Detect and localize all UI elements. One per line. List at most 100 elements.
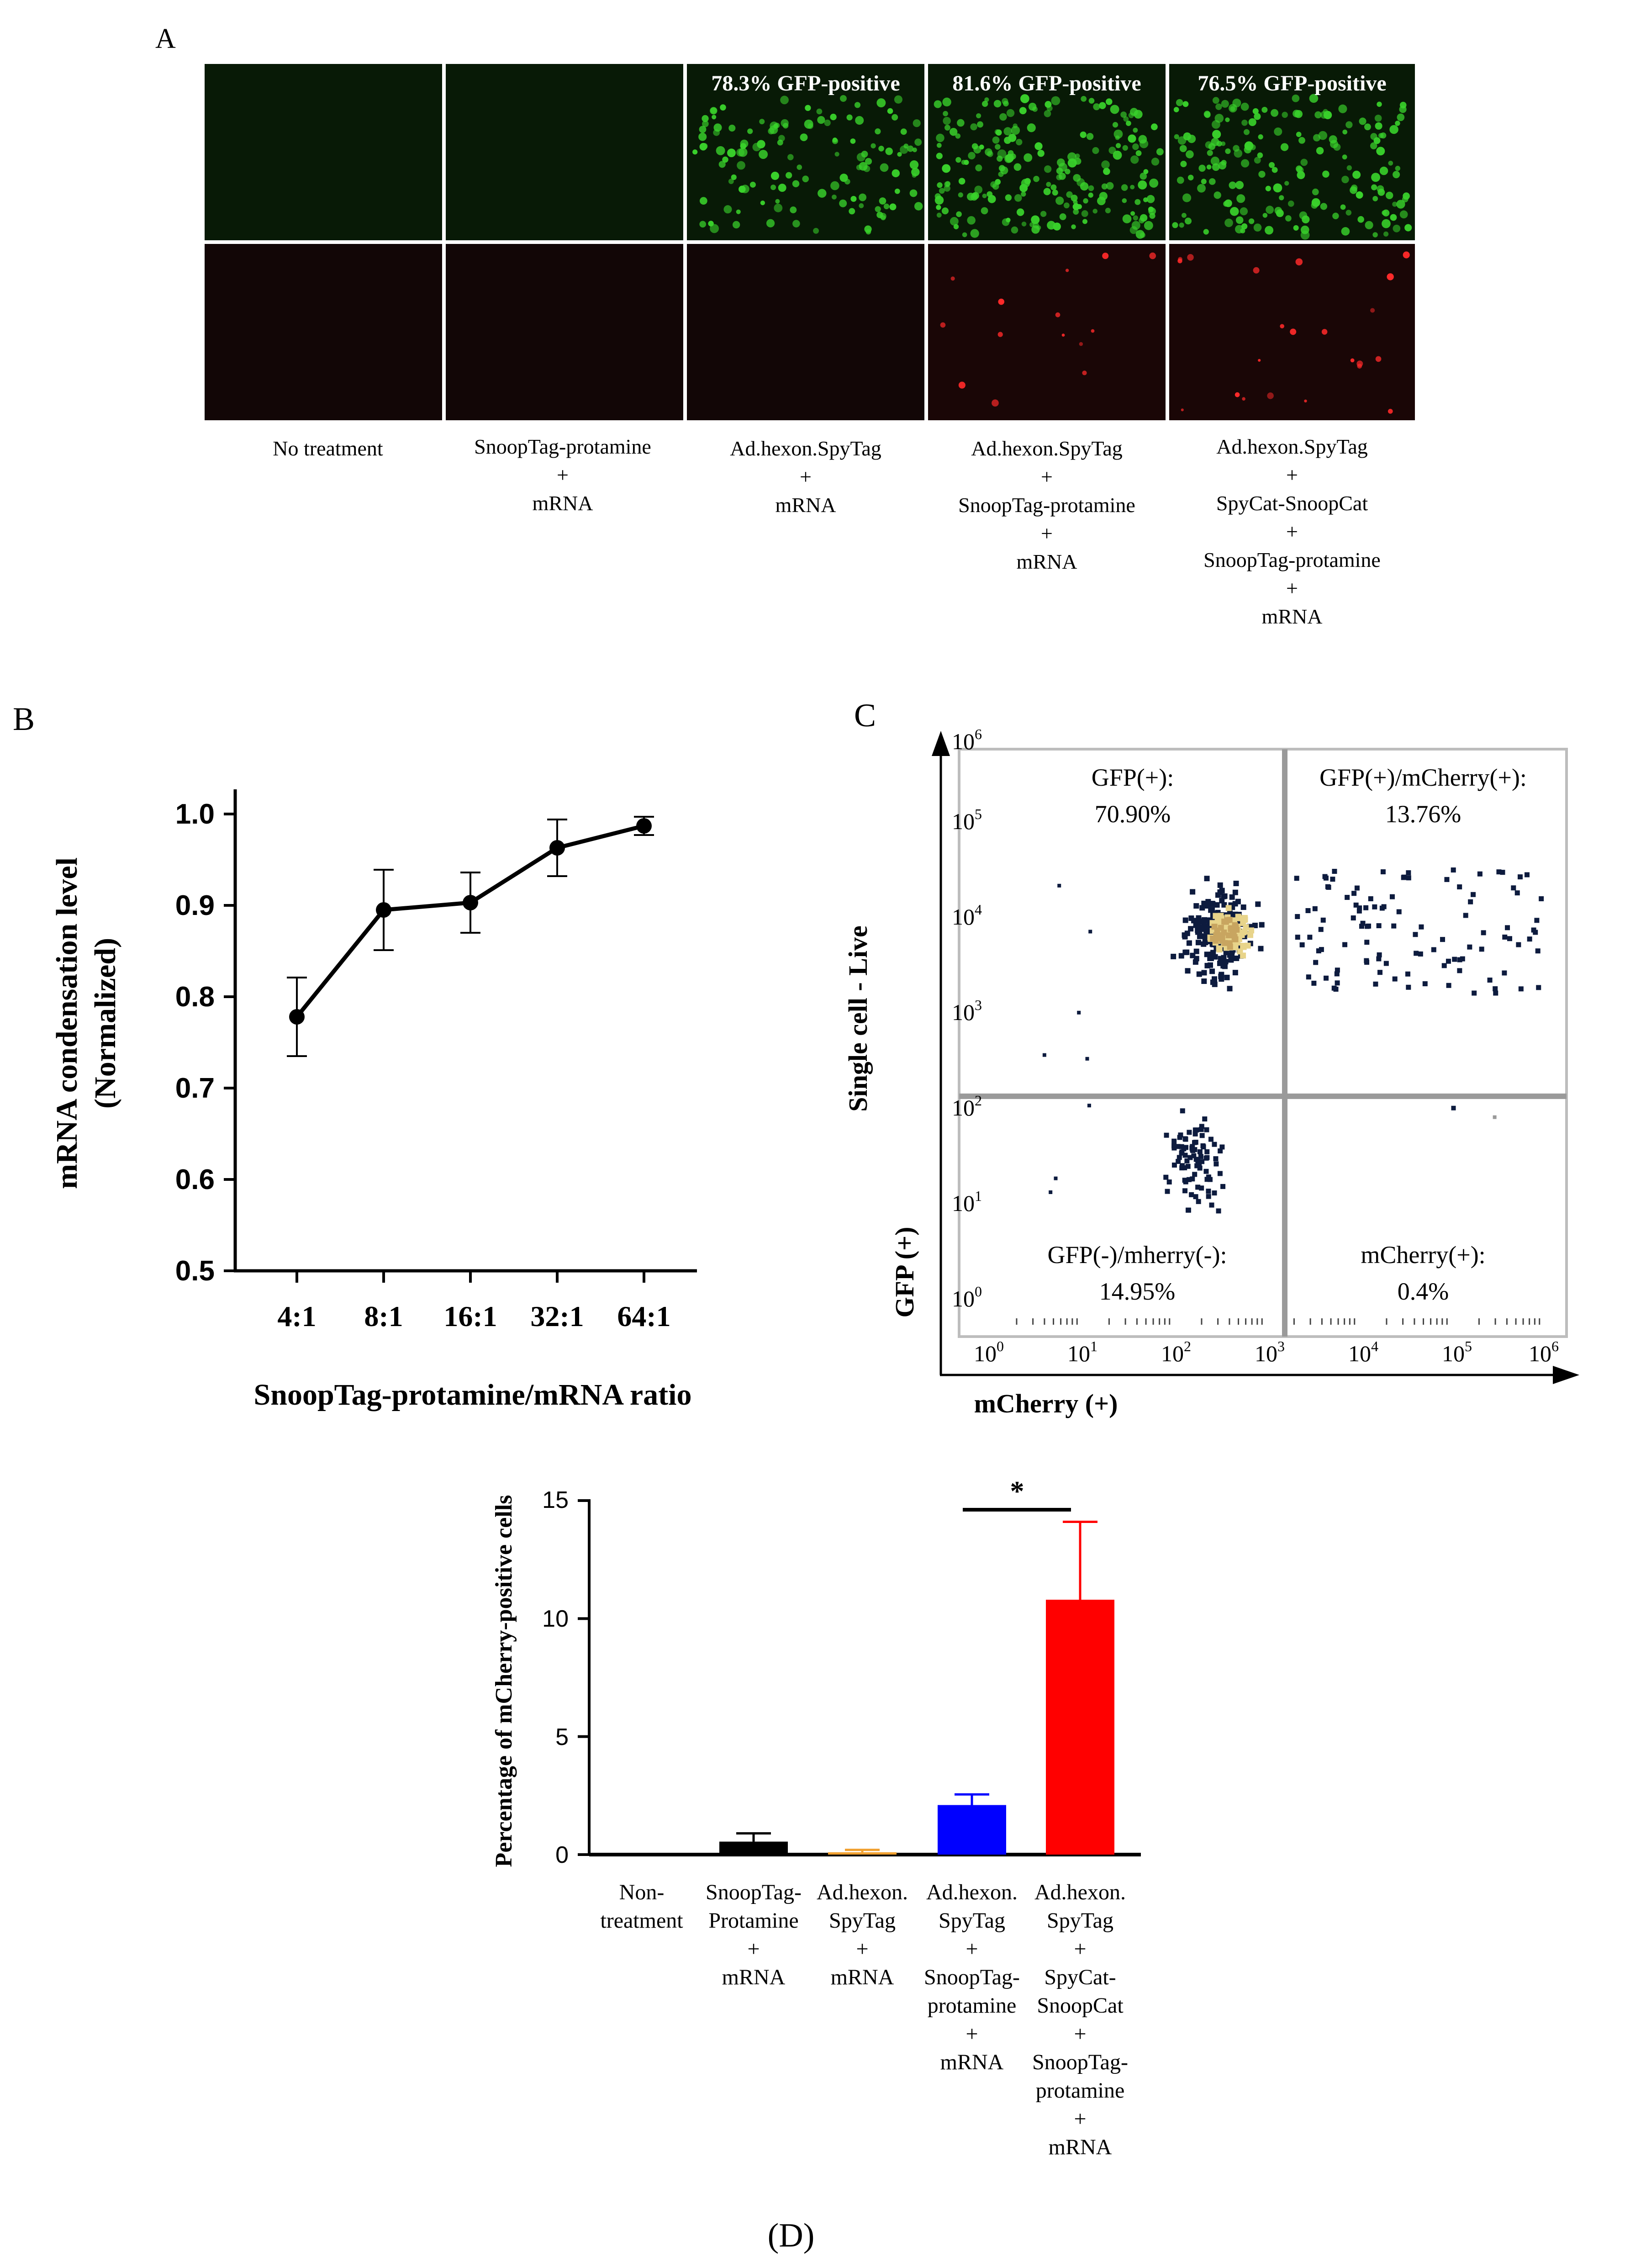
gfp-cell xyxy=(832,137,838,143)
cytometry-event xyxy=(1199,1185,1204,1191)
mcherry-cell xyxy=(997,332,1003,337)
cytometry-event xyxy=(1237,948,1243,955)
cytometry-event xyxy=(1232,922,1238,928)
gfp-cell xyxy=(1309,94,1319,103)
gfp-cell xyxy=(1005,153,1014,163)
panel-b: B 0.5 0.6 0.7 0.8 0.9 1.0 4:1 8:1 16:1 3… xyxy=(13,701,697,1412)
gfp-cell xyxy=(907,145,914,152)
cytometry-event xyxy=(1192,1147,1198,1153)
cytometry-event xyxy=(1413,932,1418,937)
gfp-cell xyxy=(1248,218,1255,224)
gfp-cell xyxy=(1139,217,1145,224)
gfp-cell xyxy=(766,219,775,227)
cytometry-event xyxy=(1376,923,1382,928)
gfp-cell xyxy=(1058,173,1066,180)
cytometry-event xyxy=(1463,913,1468,918)
cytometry-event xyxy=(1232,901,1238,907)
cytometry-event xyxy=(1373,981,1378,987)
cytometry-event xyxy=(1221,902,1227,908)
cytometry-event xyxy=(1406,984,1411,990)
gfp-cell xyxy=(1298,137,1305,144)
gfp-cell xyxy=(1395,121,1400,126)
cytometry-event xyxy=(1221,893,1227,899)
gfp-cell xyxy=(1320,203,1327,210)
gfp-cell xyxy=(894,188,900,194)
mcherry-cell xyxy=(1055,312,1060,317)
quadrant-label-double-negative: GFP(-)/mherry(-): xyxy=(1048,1241,1227,1269)
cytometry-event xyxy=(1193,1157,1199,1162)
cytometry-event xyxy=(1215,892,1221,898)
condition-label: mRNA xyxy=(533,492,593,515)
gfp-cell xyxy=(1179,222,1184,228)
mcherry-cell xyxy=(940,322,946,328)
gfp-cell xyxy=(982,193,987,198)
data-point xyxy=(463,895,478,910)
x-tick-label: 100 xyxy=(974,1338,1004,1366)
condition-label: Ad.hexon.SpyTag xyxy=(971,437,1123,460)
gfp-cell xyxy=(718,161,726,168)
bar xyxy=(938,1805,1006,1855)
gfp-cell xyxy=(792,220,800,227)
cytometry-event xyxy=(1295,914,1300,919)
cytometry-event xyxy=(1201,933,1207,939)
gfp-cell xyxy=(1235,216,1244,224)
cytometry-event xyxy=(1313,960,1319,965)
cytometry-event xyxy=(1185,968,1191,974)
gfp-cell xyxy=(871,143,876,148)
gfp-cell xyxy=(1359,117,1366,125)
cytometry-event xyxy=(1444,877,1450,882)
mcherry-cell xyxy=(1253,267,1260,274)
cytometry-event xyxy=(1213,1156,1219,1162)
gfp-cell xyxy=(1115,143,1121,148)
gfp-cell xyxy=(722,156,728,163)
cytometry-event xyxy=(1218,956,1224,962)
condition-label: + xyxy=(557,463,569,486)
cytometry-event xyxy=(1331,985,1337,991)
cytometry-event xyxy=(1214,902,1220,908)
gfp-cell xyxy=(1134,199,1141,205)
gfp-cell xyxy=(1014,194,1022,202)
cytometry-event xyxy=(1377,970,1383,975)
condition-label: + xyxy=(1041,465,1053,488)
y-axis-subtitle: GFP (+) xyxy=(890,1227,919,1318)
gfp-cell xyxy=(720,104,726,111)
y-axis-title: Single cell - Live xyxy=(843,925,873,1112)
gfp-cell xyxy=(1037,150,1045,157)
cytometry-event xyxy=(1190,889,1196,895)
gfp-cell xyxy=(699,126,707,133)
gfp-cell xyxy=(716,146,725,155)
gfp-cell xyxy=(1203,229,1209,235)
cytometry-event xyxy=(1364,940,1370,945)
gfp-cell xyxy=(892,114,898,121)
cytometry-plot-frame xyxy=(958,748,1568,1338)
mcherry-cell xyxy=(1267,392,1274,399)
condition-label: + xyxy=(1041,522,1053,545)
gfp-cell xyxy=(752,143,761,152)
gfp-cell xyxy=(1212,97,1219,104)
cytometry-event xyxy=(1077,1010,1081,1015)
y-tick-label: 10 xyxy=(542,1606,569,1632)
gfp-cell xyxy=(1135,230,1145,239)
gfp-cell xyxy=(1371,184,1377,190)
x-category-label: SnoopCat xyxy=(1037,1993,1124,2018)
cytometry-event xyxy=(1359,924,1364,929)
cytometry-event xyxy=(1406,875,1411,881)
gfp-cell xyxy=(817,116,825,124)
gfp-cell xyxy=(1225,117,1230,122)
cytometry-event xyxy=(1401,875,1406,880)
gfp-cell xyxy=(894,95,902,104)
mcherry-cell xyxy=(1280,324,1284,328)
gfp-cell xyxy=(802,175,809,182)
y-tick-label: 5 xyxy=(555,1724,569,1750)
gfp-cell xyxy=(1122,145,1128,151)
gfp-cell xyxy=(1067,152,1076,162)
cytometry-event xyxy=(1335,967,1340,973)
cytometry-event xyxy=(1457,957,1462,962)
bar xyxy=(719,1841,788,1855)
gfp-cell xyxy=(1135,150,1142,156)
cytometry-event xyxy=(1305,908,1311,913)
cytometry-event xyxy=(1204,1155,1210,1160)
cytometry-event xyxy=(1351,915,1356,920)
cytometry-event xyxy=(1227,944,1233,950)
mcherry-cell xyxy=(1177,259,1182,264)
